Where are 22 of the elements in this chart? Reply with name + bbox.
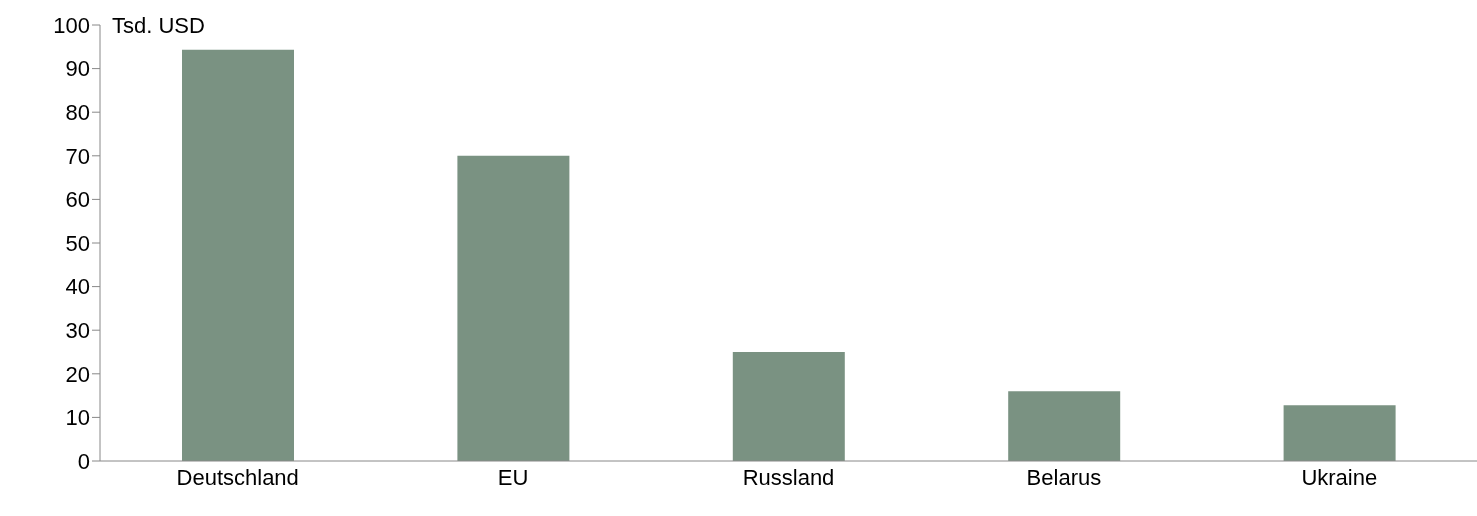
y-tick-label: 80 <box>65 100 90 126</box>
y-tick-label: 90 <box>65 56 90 82</box>
y-tick-label: 20 <box>65 361 90 387</box>
y-axis-title: Tsd. USD <box>112 13 205 38</box>
y-tick-label: 70 <box>65 143 90 169</box>
y-tick-label: 0 <box>77 448 90 474</box>
y-tick-label: 10 <box>65 405 90 431</box>
x-tick-label: Ukraine <box>1301 464 1378 490</box>
x-tick-label: EU <box>497 464 529 490</box>
x-tick-label: Belarus <box>1026 464 1102 490</box>
bar <box>182 49 294 461</box>
bar <box>1008 391 1121 461</box>
bar <box>1283 405 1396 461</box>
x-tick-label: Deutschland <box>176 464 299 490</box>
y-tick-label: 100 <box>53 12 90 38</box>
y-tick-label: 30 <box>65 318 90 344</box>
y-tick-label: 40 <box>65 274 90 300</box>
bar <box>457 155 570 461</box>
bar <box>732 352 845 461</box>
y-tick-label: 50 <box>65 230 90 256</box>
x-tick-label: Russland <box>742 464 835 490</box>
y-tick-label: 60 <box>65 187 90 213</box>
